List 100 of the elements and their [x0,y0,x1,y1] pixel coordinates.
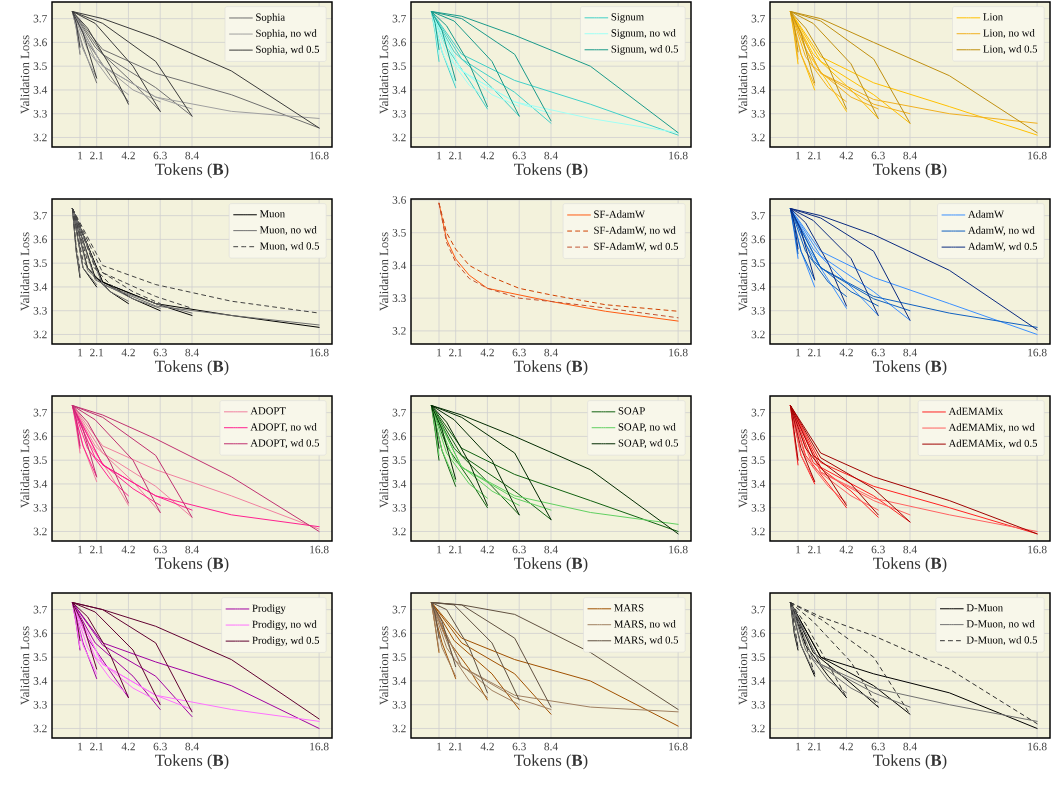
legend-label: AdEMAMix [948,407,1003,415]
y-tick-label: 3.7 [392,14,406,23]
y-tick-label: 3.3 [392,503,406,512]
x-tick-label: 8.4 [185,348,199,357]
y-tick-label: 3.7 [751,211,765,220]
legend-label: D-Muon [966,604,1003,612]
y-tick-label: 3.7 [751,408,765,417]
x-axis-title: Tokens (B) [514,557,588,573]
x-tick-label: 1 [437,545,442,554]
y-tick-label: 3.7 [751,14,765,23]
x-tick-label: 2.1 [90,742,104,751]
x-tick-label: 8.4 [185,545,199,554]
y-tick-label: 3.6 [33,432,47,441]
y-tick-label: 3.2 [33,724,47,733]
y-tick-label: 3.6 [33,38,47,47]
legend-label: Muon, wd 0.5 [259,242,320,252]
x-axis-title: Tokens (B) [873,754,947,770]
x-tick-label: 1 [437,742,442,751]
x-tick-label: 2.1 [449,348,463,357]
y-tick-label: 3.3 [751,109,765,118]
y-tick-label: 3.7 [33,14,47,23]
y-tick-label: 3.2 [751,330,765,339]
x-axis-title: Tokens (B) [873,557,947,573]
y-tick-label: 3.4 [33,480,48,488]
legend-label: AdEMAMix, wd 0.5 [948,439,1038,449]
y-axis-title: Validation Loss [379,35,389,114]
y-tick-label: 3.7 [392,605,406,614]
y-tick-label: 3.4 [751,480,766,488]
x-tick-label: 1 [796,545,801,554]
y-axis-title: Validation Loss [379,626,389,705]
legend-label: ADOPT, no wd [250,423,317,433]
y-tick-label: 3.3 [751,503,765,512]
x-tick-label: 6.3 [512,742,526,751]
legend-label: Signum, wd 0.5 [611,45,679,55]
x-tick-label: 1 [796,742,801,751]
y-tick-label: 3.2 [751,133,765,142]
legend-label: Sophia, no wd [256,29,317,40]
y-tick-label: 3.5 [33,259,47,268]
x-axis-title: Tokens (B) [155,360,229,376]
y-tick-label: 3.6 [392,196,406,204]
y-tick-label: 3.4 [392,480,407,488]
x-tick-label: 2.1 [808,151,822,160]
x-tick-label: 8.4 [544,348,558,357]
x-tick-label: 6.3 [871,742,885,751]
x-tick-label: 1 [796,151,801,160]
x-tick-label: 4.2 [121,348,135,357]
y-tick-label: 3.4 [33,677,48,685]
legend-label: Sophia, wd 0.5 [256,45,320,56]
x-tick-label: 8.4 [185,742,199,751]
x-tick-label: 2.1 [808,742,822,751]
y-tick-label: 3.3 [392,294,406,303]
y-tick-label: 3.3 [33,109,47,118]
y-axis-title: Validation Loss [20,232,30,311]
x-tick-label: 2.1 [90,348,104,357]
x-tick-label: 6.3 [153,348,167,357]
x-axis-title: Tokens (B) [514,163,588,179]
x-tick-label: 2.1 [449,151,463,160]
x-tick-label: 4.2 [121,151,135,160]
y-tick-label: 3.5 [751,456,765,465]
y-tick-label: 3.4 [392,86,407,94]
x-axis-title: Tokens (B) [873,163,947,179]
x-tick-label: 1 [437,348,442,357]
x-axis-title: Tokens (B) [514,360,588,376]
x-axis-title: Tokens (B) [155,163,229,179]
x-tick-label: 2.1 [808,545,822,554]
y-tick-label: 3.6 [751,38,765,47]
x-tick-label: 6.3 [512,151,526,160]
y-tick-label: 3.4 [392,261,407,270]
y-tick-label: 3.2 [751,527,765,536]
legend-label: AdamW, wd 0.5 [968,242,1038,252]
x-tick-label: 16.8 [310,742,329,751]
x-tick-label: 8.4 [903,151,917,160]
y-tick-label: 3.6 [751,629,765,638]
x-axis-title: Tokens (B) [514,754,588,770]
legend-label: Prodigy, wd 0.5 [252,636,320,647]
legend-label: D-Muon, wd 0.5 [966,636,1038,646]
y-tick-label: 3.2 [392,133,406,142]
y-tick-label: 3.4 [751,283,766,291]
y-axis-title: Validation Loss [20,35,30,114]
y-tick-label: 3.5 [392,456,406,465]
legend-label: Signum, no wd [611,29,676,39]
y-tick-label: 3.6 [392,432,406,441]
legend-label: SOAP [618,407,645,415]
x-tick-label: 6.3 [512,348,526,357]
y-tick-label: 3.5 [33,653,47,662]
legend-label: SF-AdamW [594,210,646,218]
legend-label: Prodigy [252,604,286,614]
legend-label: ADOPT, wd 0.5 [250,439,320,449]
x-tick-label: 8.4 [903,545,917,554]
x-tick-label: 8.4 [903,742,917,751]
x-tick-label: 2.1 [808,348,822,357]
x-tick-label: 1 [78,545,83,554]
y-axis-title: Validation Loss [738,35,748,114]
y-tick-label: 3.4 [33,86,48,94]
legend-label: D-Muon, no wd [966,619,1035,629]
y-axis-title: Validation Loss [379,429,389,508]
legend-label: SF-AdamW, no wd [594,226,676,236]
x-tick-label: 16.8 [1028,151,1047,160]
x-tick-label: 8.4 [185,151,199,160]
legend-label: Lion, no wd [983,29,1035,39]
